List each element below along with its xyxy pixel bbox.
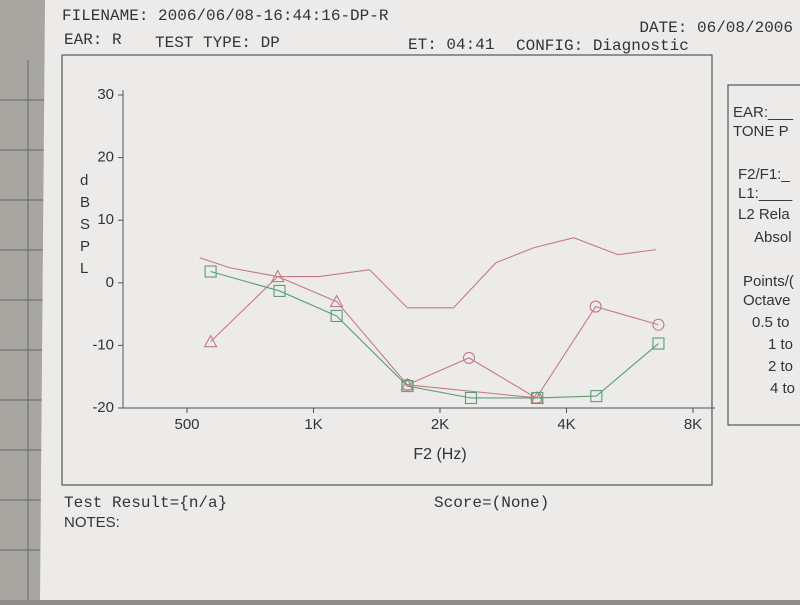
point <box>589 300 602 313</box>
side-frame <box>727 84 800 426</box>
y-tick-label: 30 <box>97 86 114 103</box>
y-tick-label: 0 <box>106 274 114 291</box>
paper <box>40 0 800 600</box>
side-text: 4 to <box>770 380 795 397</box>
series-line <box>210 275 538 399</box>
point <box>590 390 603 403</box>
ear: EAR: R <box>64 31 122 49</box>
side-text: L2 Rela <box>738 206 790 223</box>
point <box>330 309 343 323</box>
side-text: 1 to <box>768 336 793 353</box>
point <box>652 318 665 331</box>
y-axis-label: dBSPL <box>80 172 91 277</box>
date: DATE: 06/08/2006 <box>639 19 793 37</box>
x-tick-label: 2K <box>431 416 449 433</box>
y-tick-label: -20 <box>92 399 114 416</box>
side-text: Octave <box>743 292 791 309</box>
filename: FILENAME: 2006/06/08-16:44:16-DP-R <box>62 7 389 25</box>
side-text: TONE P <box>733 123 789 140</box>
y-tick-label: 20 <box>97 149 114 166</box>
point <box>270 269 285 283</box>
y-tick-label: -10 <box>92 336 114 353</box>
x-tick-label: 1K <box>304 416 322 433</box>
test-result: Test Result={n/a} <box>64 494 227 512</box>
point <box>203 334 218 348</box>
test-type: TEST TYPE: DP <box>155 34 280 52</box>
point <box>273 284 286 297</box>
x-tick-label: 8K <box>684 416 702 433</box>
point <box>204 265 217 278</box>
score: Score=(None) <box>434 494 549 512</box>
side-text: 2 to <box>768 358 793 375</box>
side-text: Points/( <box>743 273 794 290</box>
point <box>531 391 544 405</box>
point <box>652 337 665 350</box>
side-text: F2/F1:_ <box>738 166 790 183</box>
point <box>401 380 414 393</box>
point <box>329 294 344 308</box>
et: ET: 04:41 <box>408 36 494 54</box>
chart-frame <box>61 54 713 486</box>
config: CONFIG: Diagnostic <box>516 37 689 55</box>
x-tick-label: 500 <box>174 416 199 433</box>
side-text: EAR:___ <box>733 104 794 121</box>
side-text: Absol <box>754 229 792 246</box>
point <box>464 391 478 405</box>
x-axis-label: F2 (Hz) <box>413 446 466 463</box>
series-line <box>199 237 657 309</box>
notes: NOTES: <box>64 514 120 531</box>
point <box>462 351 476 364</box>
y-tick-label: 10 <box>97 211 114 228</box>
side-text: L1:____ <box>738 185 793 202</box>
series-line <box>210 271 659 399</box>
side-text: 0.5 to <box>752 314 790 331</box>
x-tick-label: 4K <box>557 416 575 433</box>
